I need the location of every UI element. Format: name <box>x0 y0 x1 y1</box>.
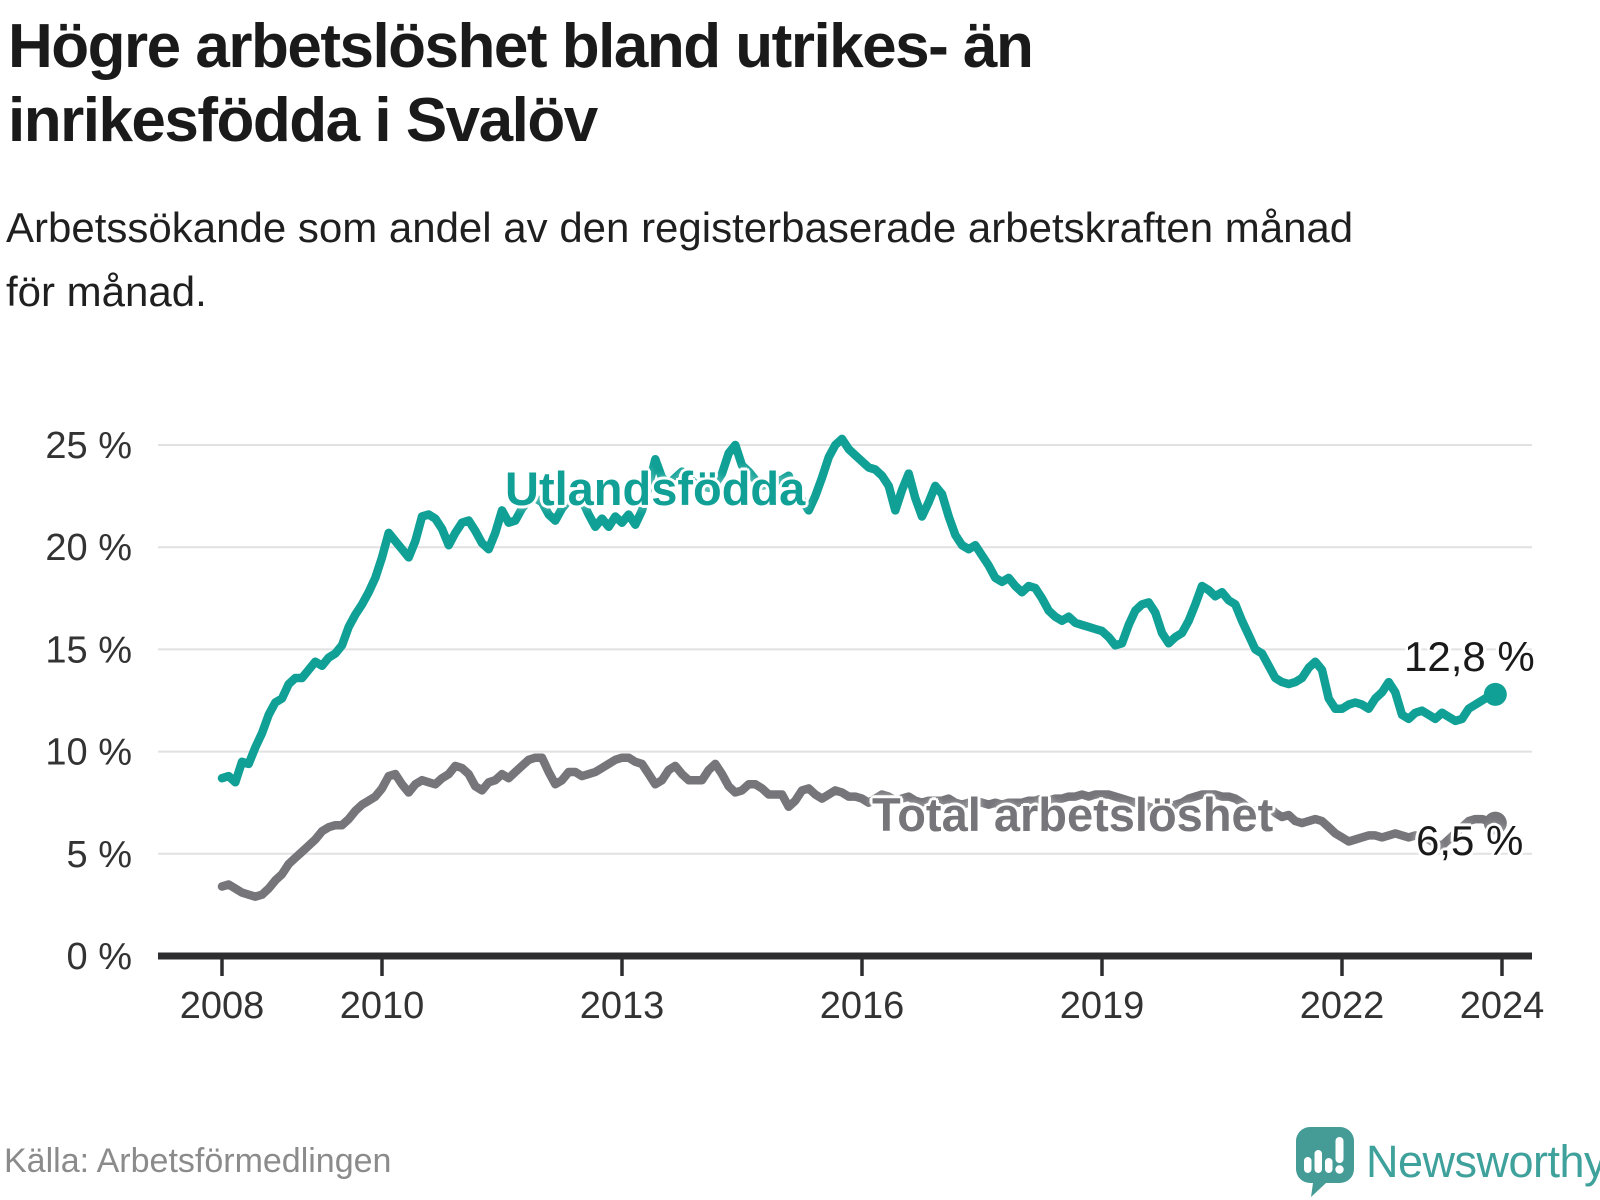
y-axis-label-10: 10 % <box>45 732 132 774</box>
y-axis-label-0: 0 % <box>67 936 132 978</box>
newsworthy-brand-text: Newsworthy <box>1366 1136 1600 1187</box>
series-line-total-arbetsl-shet <box>217 753 1500 901</box>
logo-bar-1 <box>1304 1157 1312 1173</box>
y-axis-label-25: 25 % <box>45 425 132 467</box>
x-axis-label-2022: 2022 <box>1300 985 1385 1027</box>
end-dot-utlandsf-dda <box>1483 682 1507 706</box>
x-axis-label-2019: 2019 <box>1060 985 1145 1027</box>
logo-exclamation-dot <box>1335 1165 1344 1174</box>
logo-bar-3 <box>1325 1158 1333 1173</box>
x-axis-label-2016: 2016 <box>820 985 905 1027</box>
x-axis-label-2008: 2008 <box>180 985 265 1027</box>
y-axis-label-15: 15 % <box>45 629 132 671</box>
page-title: Högre arbetslöshet bland utrikes- än inr… <box>8 12 1034 155</box>
series-label-utlandsfodda: Utlandsfödda <box>505 462 806 515</box>
x-axis-label-2013: 2013 <box>580 985 665 1027</box>
y-axis-label-5: 5 % <box>67 834 132 876</box>
series-line-utlandsf-dda <box>217 434 1500 787</box>
source-credit: Källa: Arbetsförmedlingen <box>4 1142 392 1180</box>
x-axis-label-2010: 2010 <box>340 985 425 1027</box>
logo-bar-2 <box>1314 1150 1322 1173</box>
logo-exclamation-bar <box>1335 1137 1344 1163</box>
end-value-label-total: 6,5 % <box>1416 817 1524 864</box>
end-dot-total-arbetsl-shet <box>1483 811 1507 835</box>
newsworthy-logo-icon <box>1296 1127 1354 1197</box>
end-value-label-utlandsfodda: 12,8 % <box>1404 633 1535 680</box>
y-axis-label-20: 20 % <box>45 527 132 569</box>
x-axis-label-2024: 2024 <box>1460 985 1545 1027</box>
series-label-total-arbetsloshet: Total arbetslöshet <box>872 788 1274 841</box>
page-subtitle: Arbetssökande som andel av den registerb… <box>6 204 1354 315</box>
